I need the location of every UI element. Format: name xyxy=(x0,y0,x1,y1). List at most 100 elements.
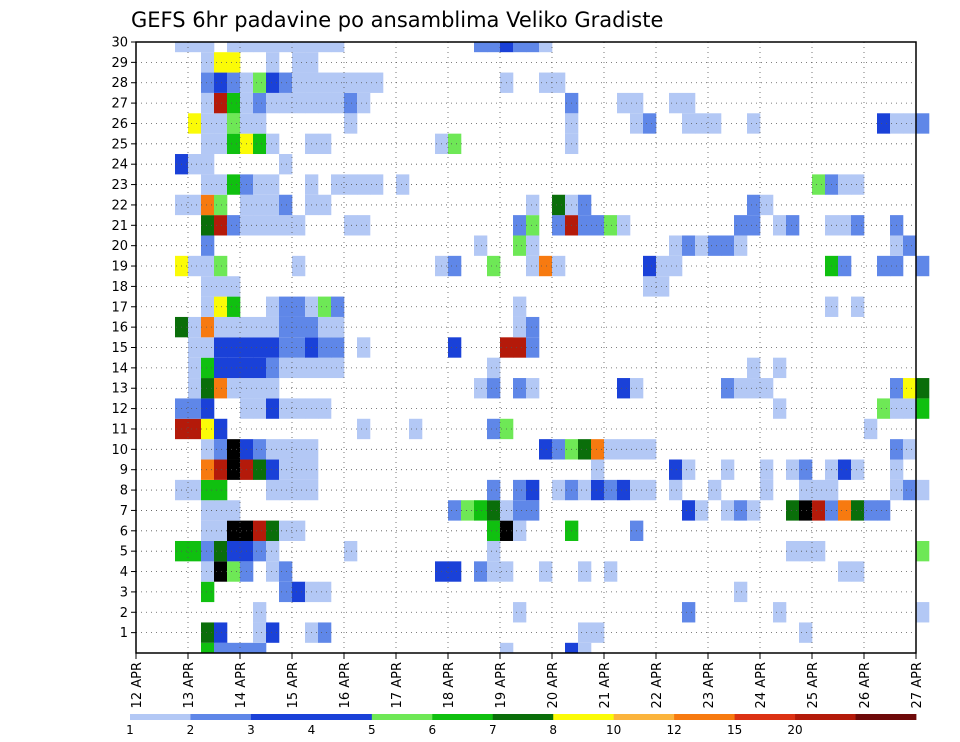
heatmap-cell xyxy=(526,316,540,338)
heatmap-cell xyxy=(513,378,527,399)
heatmap-cell xyxy=(240,42,254,53)
heatmap-cell xyxy=(227,174,241,195)
heatmap-cell xyxy=(227,133,241,155)
heatmap-cell xyxy=(552,215,566,236)
heatmap-cell xyxy=(214,276,228,297)
heatmap-cell xyxy=(513,316,527,338)
heatmap-cell xyxy=(903,378,917,399)
heatmap-cell xyxy=(214,357,228,379)
x-tick-label: 16 APR xyxy=(338,662,353,708)
heatmap-cell xyxy=(526,42,540,53)
heatmap-cell xyxy=(357,72,371,93)
heatmap-cell xyxy=(552,439,566,460)
heatmap-cell xyxy=(279,357,293,379)
heatmap-cell xyxy=(864,500,878,521)
heatmap-cell xyxy=(734,215,748,236)
heatmap-cell xyxy=(643,276,657,297)
heatmap-cell xyxy=(279,398,293,419)
heatmap-cell xyxy=(357,174,371,195)
heatmap-cell xyxy=(721,378,735,399)
heatmap-cell xyxy=(188,113,202,134)
heatmap-cell xyxy=(591,439,605,460)
x-tick-label: 22 APR xyxy=(650,662,665,708)
heatmap-cell xyxy=(448,255,462,277)
y-tick-label: 7 xyxy=(120,504,128,519)
heatmap-cell xyxy=(253,540,267,562)
heatmap-cell xyxy=(747,357,761,379)
heatmap-cell xyxy=(266,42,280,53)
colorbar-label: 5 xyxy=(368,723,376,737)
heatmap-cell xyxy=(331,42,345,53)
y-tick-label: 15 xyxy=(111,341,128,356)
heatmap-cell xyxy=(214,215,228,236)
heatmap-cell xyxy=(877,113,891,134)
heatmap-cell xyxy=(227,113,241,134)
heatmap-cell xyxy=(201,215,215,236)
heatmap-cell xyxy=(708,235,722,256)
x-tick-label: 24 APR xyxy=(754,662,769,708)
heatmap-cell xyxy=(838,174,852,195)
heatmap-cell xyxy=(734,378,748,399)
heatmap-cell xyxy=(513,479,527,501)
heatmap-cell xyxy=(643,439,657,460)
y-tick-label: 20 xyxy=(111,239,128,254)
heatmap-cell xyxy=(201,581,215,603)
colorbar-segment xyxy=(371,714,433,720)
heatmap-cell xyxy=(682,92,696,114)
heatmap-cell xyxy=(266,52,280,73)
heatmap-cell xyxy=(188,418,202,440)
x-tick-label: 25 APR xyxy=(806,662,821,708)
heatmap-cell xyxy=(227,357,241,379)
y-tick-label: 8 xyxy=(120,484,128,499)
heatmap-cell xyxy=(539,561,553,582)
heatmap-cell xyxy=(188,255,202,277)
heatmap-cell xyxy=(188,316,202,338)
heatmap-cell xyxy=(201,316,215,338)
y-tick-label: 25 xyxy=(111,137,128,152)
heatmap-cell xyxy=(266,72,280,93)
heatmap-cell xyxy=(279,154,293,175)
heatmap-cell xyxy=(747,194,761,216)
heatmap-cell xyxy=(526,378,540,399)
heatmap-cell xyxy=(188,357,202,379)
heatmap-cell xyxy=(253,215,267,236)
heatmap-cell xyxy=(851,296,865,317)
heatmap-cell xyxy=(591,479,605,501)
heatmap-cell xyxy=(214,133,228,155)
heatmap-cell xyxy=(604,479,618,501)
colorbar-label: 8 xyxy=(549,723,557,737)
heatmap-cell xyxy=(318,194,332,216)
y-tick-label: 12 xyxy=(111,402,128,417)
heatmap-cell xyxy=(708,113,722,134)
heatmap-cell xyxy=(279,479,293,501)
heatmap-cell xyxy=(513,42,527,53)
heatmap-cell xyxy=(227,642,241,653)
heatmap-cell xyxy=(266,92,280,114)
heatmap-cell xyxy=(669,92,683,114)
heatmap-cell xyxy=(201,42,215,53)
x-tick-label: 21 APR xyxy=(598,662,613,708)
heatmap-cell xyxy=(773,215,787,236)
colorbar-segment xyxy=(795,714,856,720)
heatmap-cell xyxy=(331,357,345,379)
heatmap-cell xyxy=(292,398,306,419)
y-tick-label: 4 xyxy=(120,565,128,580)
heatmap-cell xyxy=(266,398,280,419)
heatmap-cell xyxy=(214,337,228,358)
x-tick-label: 26 APR xyxy=(858,662,873,708)
heatmap-cell xyxy=(292,357,306,379)
heatmap-cell xyxy=(682,235,696,256)
heatmap-cell xyxy=(734,581,748,603)
heatmap-cell xyxy=(188,540,202,562)
y-tick-label: 5 xyxy=(120,545,128,560)
heatmap-cell xyxy=(214,72,228,93)
heatmap-cell xyxy=(565,642,579,653)
heatmap-cell xyxy=(487,479,501,501)
y-tick-label: 24 xyxy=(111,158,128,173)
heatmap-cell xyxy=(851,500,865,521)
x-tick-label: 18 APR xyxy=(442,662,457,708)
heatmap-cell xyxy=(474,235,488,256)
heatmap-cell xyxy=(591,622,605,643)
heatmap-cell xyxy=(916,540,930,562)
heatmap-cell xyxy=(292,255,306,277)
